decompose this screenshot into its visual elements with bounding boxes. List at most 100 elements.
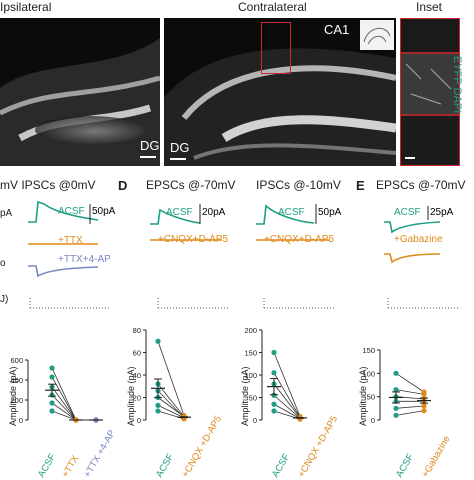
stim-d1 [157,298,228,309]
inset-region-box [261,22,291,74]
panel-d-epsc-header: EPSCs @-70mV [146,178,236,192]
trace-left-acsf [28,200,99,223]
trace-label-d1-acsf: ACSF [166,207,193,218]
left-pa-fragment: pA [0,208,13,219]
data-point-e [393,387,399,393]
trace-label-d2-drug: +CNQX+D-AP5 [264,234,335,245]
y-tick-label-d1: 0 [137,416,141,425]
pair-line-e [395,389,425,395]
trace-label-d1-drug: +CNQX+D-AP5 [158,234,229,245]
y-tick-label-e: 0 [371,416,375,425]
y-tick-label-d1: 80 [133,326,141,335]
pair-line-d1 [157,397,185,417]
y-tick-label-left: 0 [19,416,23,425]
stim-e [387,298,460,309]
data-point-d2 [271,370,277,376]
inset-channel-label: EYFP DAPI [451,56,463,114]
y-tick-label-left: 400 [10,376,23,385]
y-tick-label-d2: 200 [244,326,257,335]
dg-label-ipsi: DG [140,138,160,153]
pair-line-d2 [273,372,301,418]
trace-d1-acsf [150,208,201,225]
pair-line-d2 [273,394,301,419]
contralateral-title: Contralateral [238,0,307,14]
trace-e-acsf [384,221,441,234]
y-tick-label-d2: 150 [244,349,257,358]
scale-label-d2: 50pA [318,207,342,218]
y-tick-label-e: 150 [362,346,375,355]
y-tick-label-d2: 0 [253,416,257,425]
left-panel-header: mV IPSCs @0mV [0,178,96,192]
pair-line-left [51,367,96,421]
data-point-d1 [155,338,161,344]
pair-line-d2 [273,403,301,419]
y-tick-label-d2: 100 [244,371,257,380]
scale-label-e: 25pA [430,207,454,218]
data-point-left [49,400,55,406]
data-point-left [49,365,55,371]
left-fragment: o [0,258,6,269]
ipsilateral-image [0,38,160,166]
left-j-fragment: J) [0,294,9,305]
data-point-e [421,408,427,414]
amplitude-plots: 0 200 400 600 0 20 40 60 80 0 50 100 150 200 0 50 100 150 [10,326,431,425]
data-point-d1 [155,402,161,408]
hippocampus-schematic-icon [360,20,394,50]
y-tick-label-d1: 20 [133,394,141,403]
ylabel-left: Amplitude (pA) [8,366,18,426]
scale-label-d1: 20pA [202,207,226,218]
pair-line-e [395,410,425,416]
trace-label-d2-acsf: ACSF [278,207,305,218]
trace-label-e-acsf: ACSF [394,207,421,218]
data-point-e [421,403,427,409]
data-point-d2 [271,408,277,414]
y-tick-label-d2: 50 [249,394,257,403]
y-tick-label-e: 50 [367,393,375,402]
data-point-e [421,391,427,397]
trace-label-left-ttx4ap: +TTX+4-AP [58,254,111,265]
trace-label-left-acsf: ACSF [58,206,85,217]
ipsilateral-title: Ipsilateral [0,0,52,14]
stim-d2 [263,298,336,309]
data-point-d2 [271,392,277,398]
inset-title: Inset [416,0,443,14]
data-point-d2 [271,401,277,407]
contralateral-image [164,48,396,166]
pair-line-d2 [273,352,301,417]
scale-bar [170,158,186,160]
scale-bar [405,157,415,159]
y-tick-label-e: 100 [362,369,375,378]
dg-label-contra: DG [170,140,190,155]
data-point-e [393,370,399,376]
ipsilateral-micrograph: DG [0,18,160,166]
y-tick-label-left: 200 [10,396,23,405]
scale-label-left: 50pA [92,206,116,217]
panel-d-ipsc-header: IPSCs @-10mV [256,178,341,192]
trace-d2-acsf [256,204,315,225]
y-tick-label-d1: 60 [133,349,141,358]
trace-label-left-ttx: +TTX [58,235,83,246]
y-tick-label-d1: 40 [133,371,141,380]
y-tick-label-left: 600 [10,356,23,365]
traces-svg [28,200,460,309]
panel-d-letter: D [118,178,128,193]
data-point-d2 [271,349,277,356]
data-point-e [393,405,399,411]
ylabel-d1: Amplitude (pA) [126,366,136,426]
trace-e-drug [384,253,441,264]
ylabel-d2: Amplitude (pA) [240,366,250,426]
inset-micrograph [400,18,460,166]
contralateral-micrograph: CA1 DG [164,18,396,166]
pair-line-e [395,405,425,409]
data-point-left [49,408,55,414]
data-point-d1 [155,408,161,414]
pair-line-d1 [157,383,185,417]
ylabel-e: Amplitude (pA) [358,366,368,426]
scale-bar [140,156,156,158]
trace-left-ttx4ap [28,265,99,278]
panel-e-epsc-header: EPSCs @-70mV [376,178,466,192]
trace-label-e-drug: +Gabazine [394,234,443,245]
inset-image [401,19,459,165]
pair-line-d2 [273,383,301,418]
pair-line-d1 [157,405,185,419]
